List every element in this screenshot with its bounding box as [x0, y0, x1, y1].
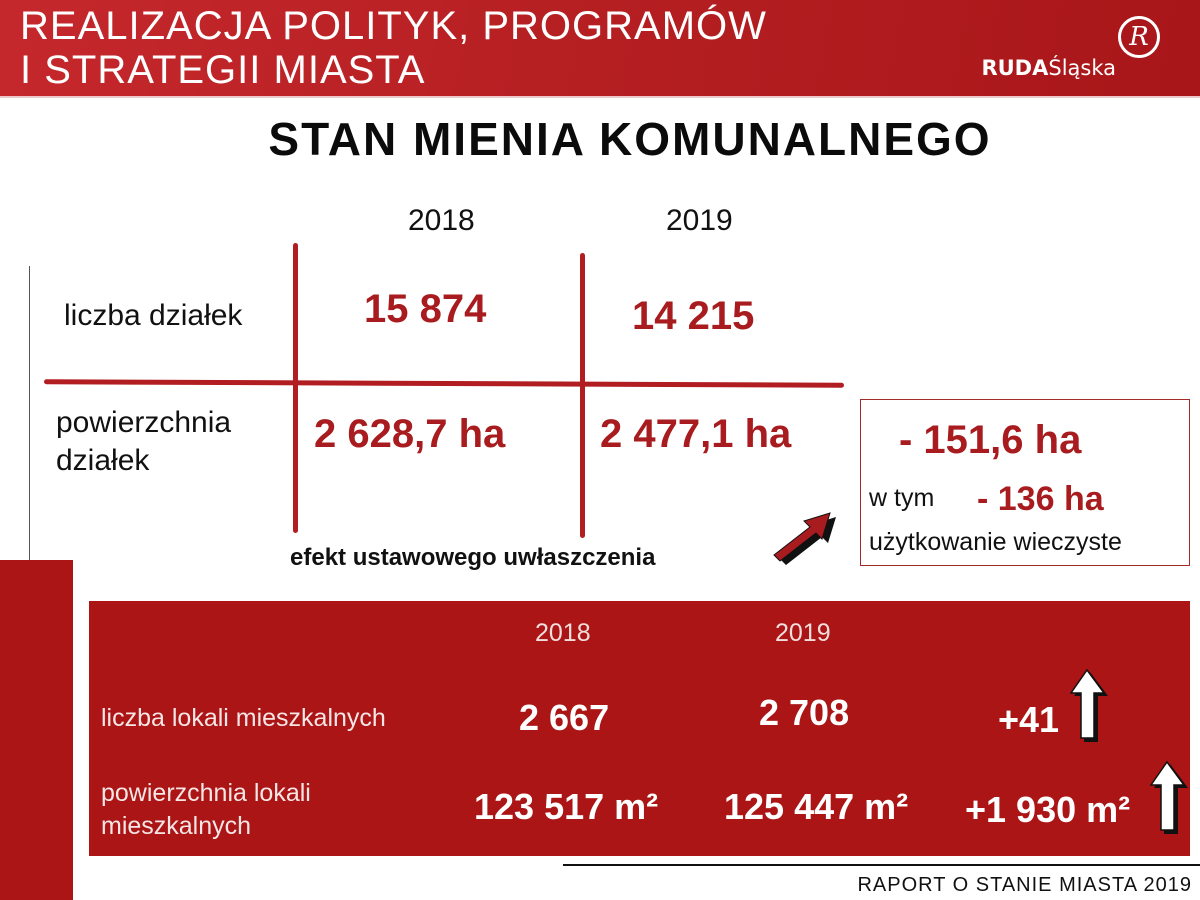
- row-label-dwelling-area: powierzchnia lokali mieszkalnych: [101, 779, 311, 840]
- including-label: w tym: [869, 484, 935, 512]
- dwelling-count-2019: 2 708: [759, 692, 850, 733]
- dwelling-area-change: +1 930 m²: [965, 789, 1131, 830]
- year-2018-header: 2018: [408, 204, 475, 237]
- panel-year-2018: 2018: [535, 619, 591, 647]
- side-accent-block: [0, 560, 73, 900]
- left-divider: [29, 266, 30, 560]
- diagonal-arrow-icon: [773, 512, 836, 565]
- grid-line-vertical-2: [580, 253, 585, 538]
- panel-year-2019: 2019: [775, 619, 831, 647]
- difference-box: - 151,6 ha w tym - 136 ha użytkowanie wi…: [860, 399, 1190, 566]
- logo-light-text: Śląska: [1048, 56, 1116, 80]
- year-2019-header: 2019: [666, 204, 733, 237]
- grid-line-horizontal: [43, 379, 845, 388]
- up-arrow-icon: [1070, 668, 1108, 742]
- plot-count-2019: 14 215: [632, 294, 755, 338]
- dwelling-area-2019: 125 447 m²: [724, 786, 909, 827]
- dwelling-count-2018: 2 667: [519, 697, 610, 738]
- housing-panel: 2018 2019 liczba lokali mieszkalnych pow…: [89, 601, 1190, 856]
- footer-divider: [563, 864, 1200, 866]
- logo-bold-text: RUDA: [981, 56, 1049, 80]
- effect-label: efekt ustawowego uwłaszczenia: [290, 544, 656, 571]
- row-label-plot-count: liczba działek: [64, 299, 243, 332]
- header-banner: REALIZACJA POLITYK, PROGRAMÓW I STRATEGI…: [0, 0, 1200, 98]
- total-area-change: - 151,6 ha: [899, 418, 1082, 462]
- page-title: STAN MIENIA KOMUNALNEGO: [268, 113, 992, 165]
- section-title: REALIZACJA POLITYK, PROGRAMÓW I STRATEGI…: [20, 4, 767, 92]
- footer-text: RAPORT O STANIE MIASTA 2019: [857, 874, 1192, 896]
- plot-area-2019: 2 477,1 ha: [600, 412, 792, 456]
- grid-line-vertical-1: [293, 243, 298, 533]
- plot-count-2018: 15 874: [364, 287, 487, 331]
- section-title-line2: I STRATEGII MIASTA: [20, 48, 426, 92]
- row-label-plot-area: powierzchnia działek: [56, 406, 232, 477]
- section-title-line1: REALIZACJA POLITYK, PROGRAMÓW: [20, 4, 767, 48]
- dwelling-area-2018: 123 517 m²: [474, 786, 659, 827]
- dwelling-count-change: +41: [998, 699, 1060, 740]
- up-arrow-icon: [1150, 760, 1188, 834]
- including-note: użytkowanie wieczyste: [869, 528, 1122, 556]
- plot-area-2018: 2 628,7 ha: [314, 412, 506, 456]
- ruda-slaska-emblem-icon: R: [1118, 16, 1160, 58]
- including-value: - 136 ha: [977, 480, 1104, 518]
- row-label-dwelling-count: liczba lokali mieszkalnych: [101, 704, 386, 732]
- city-logo: RUDAŚląska: [981, 56, 1116, 81]
